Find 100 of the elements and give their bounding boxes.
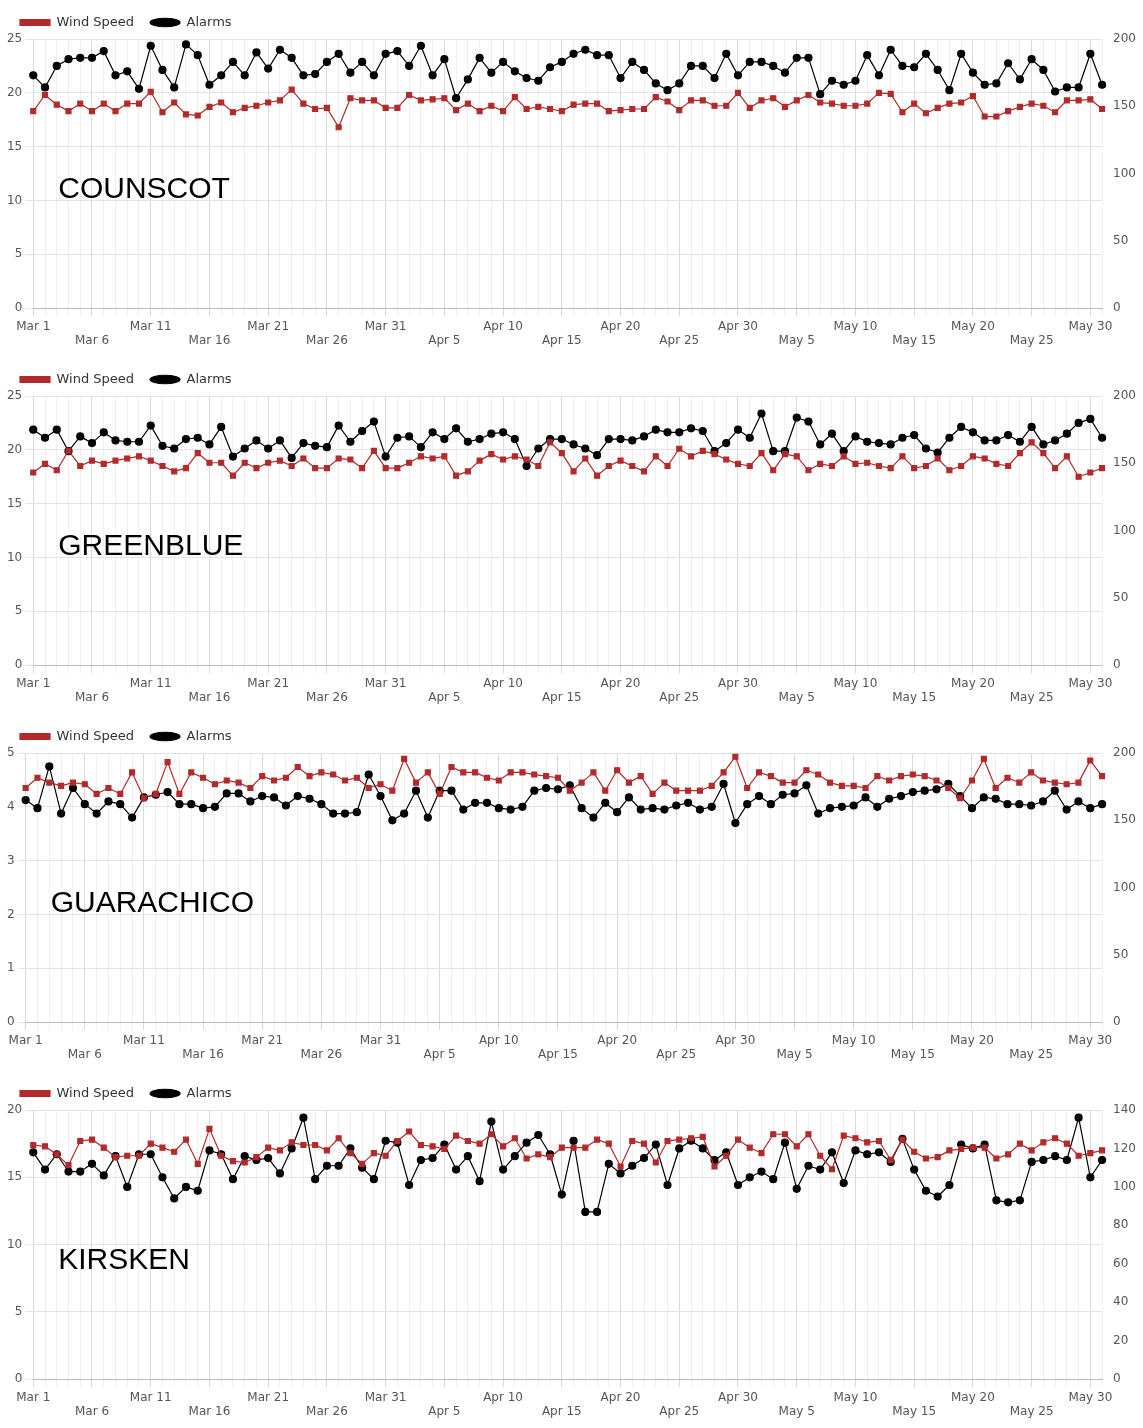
y-tick-label: 20 bbox=[6, 1102, 23, 1117]
y2-tick-label: 60 bbox=[1113, 1255, 1129, 1270]
x-tick-label: May 10 bbox=[833, 1389, 878, 1404]
x-tick-label: Mar 1 bbox=[16, 675, 51, 690]
x-tick-label: Mar 1 bbox=[8, 1032, 43, 1047]
y2-tick-label: 100 bbox=[1113, 522, 1136, 537]
x-tick-label: Apr 5 bbox=[428, 332, 461, 347]
y-tick-label: 15 bbox=[6, 495, 23, 510]
y2-tick-label: 100 bbox=[1113, 165, 1136, 180]
x-tick-label: May 15 bbox=[892, 332, 937, 347]
y2-tick-label: 50 bbox=[1113, 590, 1129, 605]
x-tick-label: Mar 26 bbox=[306, 332, 348, 347]
x-tick-label: Mar 11 bbox=[129, 1389, 172, 1404]
x-tick-label: Apr 25 bbox=[659, 332, 700, 347]
x-tick-label: Mar 6 bbox=[74, 332, 110, 347]
annotation: GREENBLUE bbox=[58, 528, 244, 562]
y-tick-label: 10 bbox=[6, 549, 23, 564]
x-tick-label: Apr 20 bbox=[600, 318, 641, 333]
x-tick-label: Mar 11 bbox=[123, 1032, 165, 1047]
x-tick-label: Apr 25 bbox=[659, 689, 700, 704]
x-tick-label: May 5 bbox=[778, 1403, 815, 1418]
x-tick-label: May 25 bbox=[1009, 332, 1054, 347]
y2-tick-label: 200 bbox=[1113, 388, 1136, 403]
x-tick-label: Apr 20 bbox=[600, 1389, 641, 1404]
x-tick-label: May 15 bbox=[890, 1046, 935, 1061]
x-tick-label: Apr 10 bbox=[483, 675, 524, 690]
x-tick-label: May 10 bbox=[831, 1032, 876, 1047]
y-tick-label: 5 bbox=[6, 745, 15, 760]
y2-tick-label: 150 bbox=[1113, 812, 1136, 827]
y-tick-label: 5 bbox=[14, 1304, 23, 1319]
x-tick-label: May 25 bbox=[1009, 689, 1054, 704]
x-tick-label: Mar 11 bbox=[129, 318, 172, 333]
x-tick-label: May 30 bbox=[1068, 1389, 1113, 1404]
y-tick-label: 0 bbox=[14, 657, 23, 672]
x-tick-label: May 20 bbox=[950, 1032, 994, 1047]
x-tick-label: Mar 26 bbox=[306, 1403, 348, 1418]
y-tick-label: 10 bbox=[6, 192, 23, 207]
y2-tick-label: 150 bbox=[1113, 455, 1136, 470]
x-tick-label: Apr 15 bbox=[541, 689, 582, 704]
y-tick-label: 20 bbox=[6, 441, 23, 456]
y-tick-label: 5 bbox=[14, 246, 23, 261]
annotation: COUNSCOT bbox=[58, 171, 230, 205]
y2-tick-label: 150 bbox=[1113, 98, 1136, 113]
x-tick-label: Mar 31 bbox=[364, 1389, 407, 1404]
annotation: GUARACHICO bbox=[50, 885, 254, 919]
x-tick-label: Mar 21 bbox=[247, 1389, 290, 1404]
x-tick-label: May 15 bbox=[892, 1403, 937, 1418]
x-tick-label: Apr 20 bbox=[597, 1032, 638, 1047]
x-tick-label: Mar 16 bbox=[188, 1403, 231, 1418]
y-tick-label: 5 bbox=[14, 603, 23, 618]
x-tick-label: May 20 bbox=[950, 1389, 995, 1404]
y-tick-label: 1 bbox=[6, 960, 15, 975]
y-tick-label: 3 bbox=[6, 852, 15, 867]
x-tick-label: Apr 30 bbox=[715, 1032, 756, 1047]
x-tick-label: May 20 bbox=[950, 675, 995, 690]
y2-tick-label: 100 bbox=[1113, 1179, 1136, 1194]
y2-tick-label: 80 bbox=[1113, 1217, 1129, 1232]
y2-tick-label: 140 bbox=[1113, 1102, 1136, 1117]
x-tick-label: Apr 10 bbox=[483, 318, 524, 333]
x-tick-label: Mar 21 bbox=[247, 675, 290, 690]
x-tick-label: Mar 31 bbox=[364, 675, 407, 690]
x-tick-label: May 5 bbox=[776, 1046, 813, 1061]
x-tick-label: Apr 25 bbox=[659, 1403, 700, 1418]
x-tick-label: Mar 6 bbox=[74, 1403, 110, 1418]
legend-label: Wind Speed bbox=[56, 1084, 135, 1100]
x-tick-label: Apr 15 bbox=[538, 1046, 578, 1061]
x-tick-label: May 30 bbox=[1068, 318, 1113, 333]
x-tick-label: Apr 30 bbox=[718, 675, 758, 690]
y2-tick-label: 200 bbox=[1113, 31, 1136, 46]
y-tick-label: 25 bbox=[6, 388, 23, 403]
x-tick-label: Mar 26 bbox=[300, 1046, 343, 1061]
x-tick-label: Apr 20 bbox=[600, 675, 641, 690]
x-tick-label: Apr 5 bbox=[423, 1046, 456, 1061]
y2-tick-label: 0 bbox=[1113, 657, 1121, 672]
x-tick-label: Apr 10 bbox=[478, 1032, 519, 1047]
y2-tick-label: 200 bbox=[1113, 745, 1136, 760]
x-tick-label: May 10 bbox=[833, 318, 878, 333]
x-tick-label: Apr 5 bbox=[428, 689, 461, 704]
y-tick-label: 2 bbox=[6, 906, 15, 921]
legend-label: Alarms bbox=[186, 13, 232, 29]
x-tick-label: Mar 6 bbox=[74, 689, 110, 704]
y2-tick-label: 20 bbox=[1113, 1332, 1129, 1347]
y2-tick-label: 0 bbox=[1113, 1014, 1121, 1029]
x-tick-label: May 30 bbox=[1068, 1032, 1113, 1047]
x-tick-label: May 5 bbox=[778, 689, 815, 704]
legend-label: Wind Speed bbox=[56, 727, 135, 743]
y-tick-label: 0 bbox=[14, 1371, 23, 1386]
x-tick-label: Mar 6 bbox=[67, 1046, 102, 1061]
x-tick-label: Mar 1 bbox=[16, 318, 51, 333]
legend-label: Alarms bbox=[186, 1084, 232, 1100]
y2-tick-label: 0 bbox=[1113, 1371, 1121, 1386]
x-tick-label: Mar 16 bbox=[188, 689, 231, 704]
x-tick-label: Mar 31 bbox=[359, 1032, 402, 1047]
x-tick-label: Apr 25 bbox=[656, 1046, 697, 1061]
x-tick-label: Mar 26 bbox=[306, 689, 348, 704]
y-tick-label: 0 bbox=[14, 300, 23, 315]
x-tick-label: May 5 bbox=[778, 332, 815, 347]
legend-label: Wind Speed bbox=[56, 13, 135, 29]
legend-label: Wind Speed bbox=[56, 370, 135, 386]
x-tick-label: Mar 21 bbox=[247, 318, 290, 333]
